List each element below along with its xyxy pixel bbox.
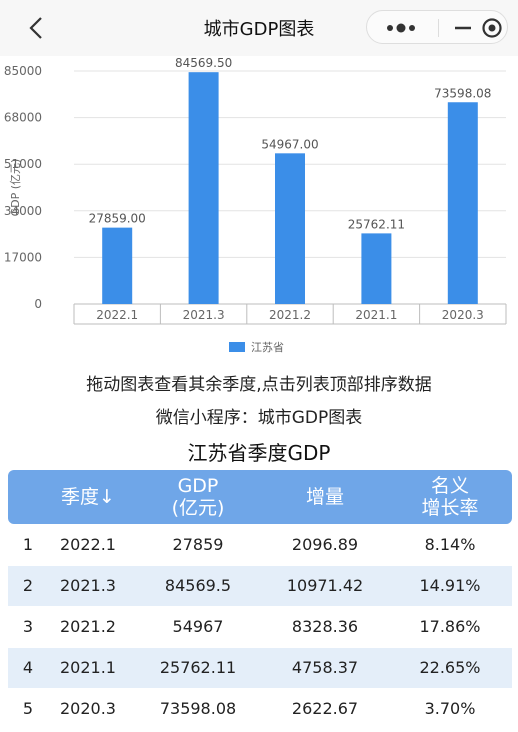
- row-increment: 2096.89: [291, 535, 359, 554]
- row-increment: 2622.67: [291, 699, 359, 718]
- chart-hint-text: 拖动图表查看其余季度,点击列表顶部排序数据: [86, 375, 432, 395]
- row-gdp: 73598.08: [159, 699, 237, 718]
- row-quarter: 2021.1: [60, 658, 116, 677]
- row-gdp: 54967: [172, 617, 224, 636]
- header-gdp[interactable]: GDP (亿元): [171, 475, 225, 519]
- minimize-icon[interactable]: [453, 19, 473, 37]
- row-gdp: 25762.11: [159, 658, 237, 677]
- row-gdp: 84569.5: [164, 576, 232, 595]
- back-arrow-icon[interactable]: [22, 13, 52, 43]
- legend-label[interactable]: 江苏省: [251, 341, 284, 354]
- table-row[interactable]: 5 2020.3 73598.08 2622.67 3.70%: [8, 689, 512, 729]
- mini-program-name-text: 微信小程序：城市GDP图表: [155, 408, 363, 428]
- bar-value-label: 27859.00: [89, 212, 146, 226]
- bar[interactable]: [188, 72, 219, 304]
- row-index: 5: [22, 699, 34, 718]
- x-tick-label: 2021.3: [183, 308, 225, 322]
- row-gdp: 27859: [172, 535, 224, 554]
- navigation-bar: 城市GDP图表: [0, 0, 518, 56]
- table-row[interactable]: 3 2021.2 54967 8328.36 17.86%: [8, 607, 512, 647]
- row-increment: 10971.42: [286, 576, 364, 595]
- row-increment: 4758.37: [291, 658, 359, 677]
- bar[interactable]: [447, 102, 478, 304]
- row-quarter: 2021.2: [60, 617, 116, 636]
- bar-value-label: 84569.50: [175, 56, 232, 70]
- row-growth-rate: 22.65%: [419, 658, 481, 677]
- bar-value-label: 73598.08: [434, 86, 491, 100]
- row-growth-rate: 3.70%: [424, 699, 476, 718]
- row-index: 3: [22, 617, 34, 636]
- table-title: 江苏省季度GDP: [187, 441, 331, 465]
- row-index: 2: [22, 576, 34, 595]
- mini-program-capsule: [366, 10, 508, 44]
- close-mini-program-icon[interactable]: [481, 17, 503, 39]
- more-options-icon[interactable]: [381, 19, 421, 37]
- bar[interactable]: [275, 153, 305, 304]
- x-tick-label: 2021.2: [269, 308, 311, 322]
- x-tick-label: 2021.1: [355, 308, 397, 322]
- capsule-divider: [438, 19, 439, 37]
- page-title: 城市GDP图表: [203, 19, 315, 40]
- y-tick-label: 68000: [4, 111, 42, 125]
- table-header: 季度↓ GDP (亿元) 增量 名义 增长率: [8, 470, 512, 524]
- header-increment[interactable]: 增量: [305, 486, 344, 508]
- y-axis-label: GDP (亿元): [9, 159, 22, 217]
- row-index: 1: [22, 535, 34, 554]
- table-row[interactable]: 1 2022.1 27859 2096.89 8.14%: [8, 525, 512, 565]
- row-index: 4: [22, 658, 34, 677]
- row-growth-rate: 8.14%: [424, 535, 476, 554]
- table-row[interactable]: 2 2021.3 84569.5 10971.42 14.91%: [8, 566, 512, 606]
- y-tick-label: 17000: [4, 250, 42, 264]
- gdp-bar-chart[interactable]: 0 17000 34000 51000 68000 85000 GDP (亿元) 27859.…: [0, 56, 518, 361]
- row-quarter: 2022.1: [60, 535, 116, 554]
- row-growth-rate: 17.86%: [419, 617, 481, 636]
- table-row[interactable]: 4 2021.1 25762.11 4758.37 22.65%: [8, 648, 512, 688]
- bar-value-label: 54967.00: [261, 137, 318, 151]
- row-quarter: 2021.3: [60, 576, 116, 595]
- bar[interactable]: [361, 233, 392, 304]
- header-quarter[interactable]: 季度↓: [61, 486, 115, 508]
- legend-swatch: [229, 342, 245, 352]
- y-tick-label: 51000: [4, 157, 42, 171]
- row-quarter: 2020.3: [60, 699, 116, 718]
- y-tick-label: 34000: [4, 204, 42, 218]
- row-increment: 8328.36: [291, 617, 359, 636]
- x-tick-label: 2022.1: [96, 308, 138, 322]
- bar[interactable]: [102, 227, 133, 304]
- row-growth-rate: 14.91%: [419, 576, 481, 595]
- x-tick-label: 2020.3: [442, 308, 484, 322]
- y-tick-label: 85000: [4, 64, 42, 78]
- header-growth-rate[interactable]: 名义 增长率: [421, 475, 479, 519]
- bar-value-label: 25762.11: [348, 217, 405, 231]
- y-tick-label: 0: [34, 297, 42, 311]
